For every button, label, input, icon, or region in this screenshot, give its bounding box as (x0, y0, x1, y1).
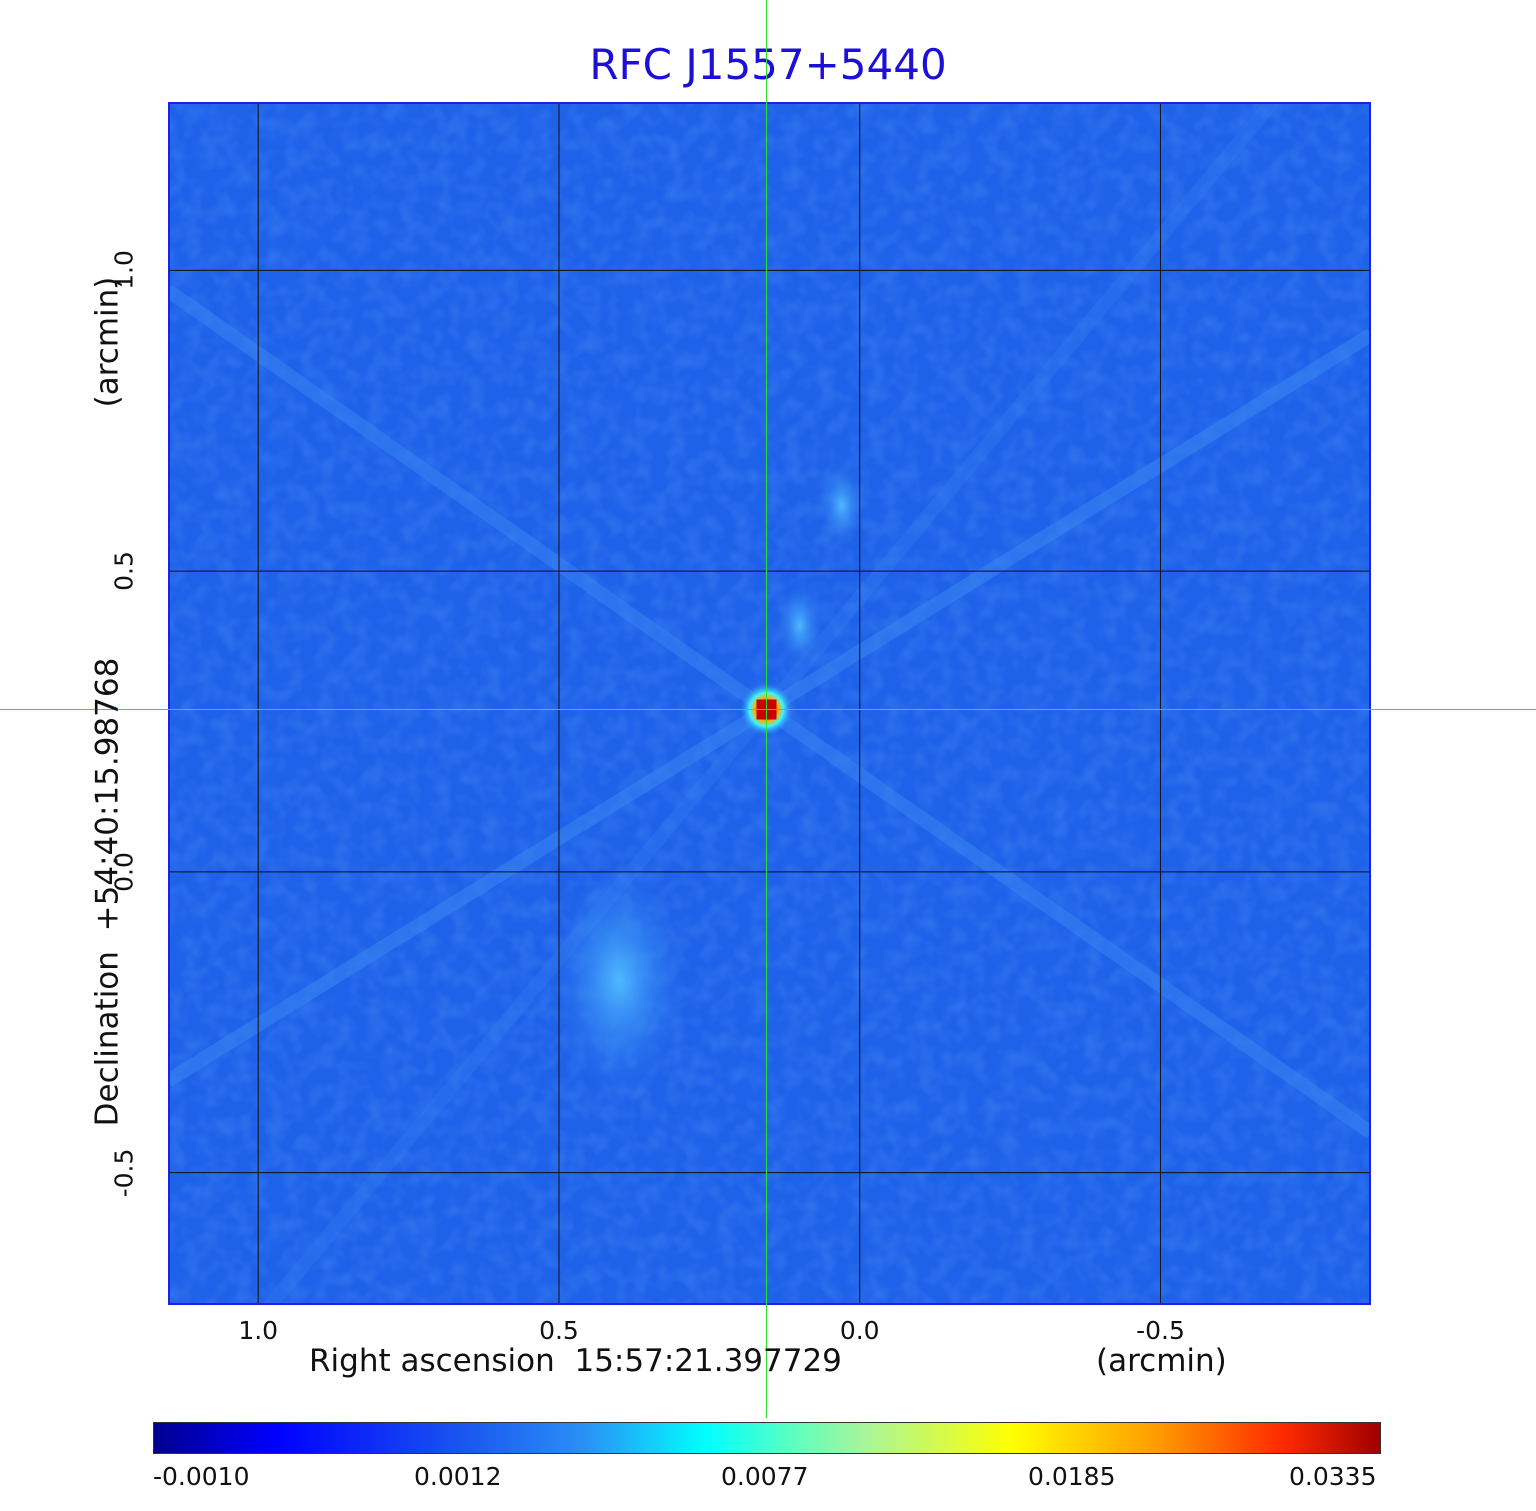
colorbar-tick-label: 0.0077 (721, 1462, 809, 1491)
colorbar-tick-label: 0.0012 (414, 1462, 502, 1491)
image-plot[interactable] (168, 102, 1371, 1305)
colorbar-tick-label: -0.0010 (153, 1462, 250, 1491)
faint-source-blob (555, 868, 684, 1093)
source-blobs (555, 465, 865, 1093)
colorbar (153, 1422, 1381, 1454)
x-axis-unit: (arcmin) (1096, 1343, 1227, 1379)
crosshair-horizontal (0, 709, 1536, 710)
x-axis-label: Right ascension 15:57:21.397729 (309, 1343, 842, 1379)
x-tick-label: 1.0 (238, 1316, 279, 1345)
chart-title: RFC J1557+5440 (589, 40, 947, 89)
heatmap-svg[interactable] (168, 102, 1371, 1305)
faint-source-blob (777, 586, 822, 665)
x-tick-label: 0.5 (539, 1316, 579, 1345)
y-tick-label: -0.5 (109, 1148, 139, 1198)
faint-source-blob (819, 465, 865, 545)
colorbar-tick-label: 0.0335 (1289, 1462, 1377, 1491)
y-axis-label: Declination +54:40:15.98768 (89, 657, 126, 1127)
y-axis-unit: (arcmin) (89, 276, 126, 408)
y-tick-label: 0.5 (109, 551, 139, 592)
colorbar-tick-label: 0.0185 (1028, 1462, 1116, 1491)
grid-lines (168, 102, 1371, 1305)
x-tick-label: -0.5 (1136, 1316, 1185, 1345)
x-tick-label: 0.0 (839, 1316, 880, 1345)
